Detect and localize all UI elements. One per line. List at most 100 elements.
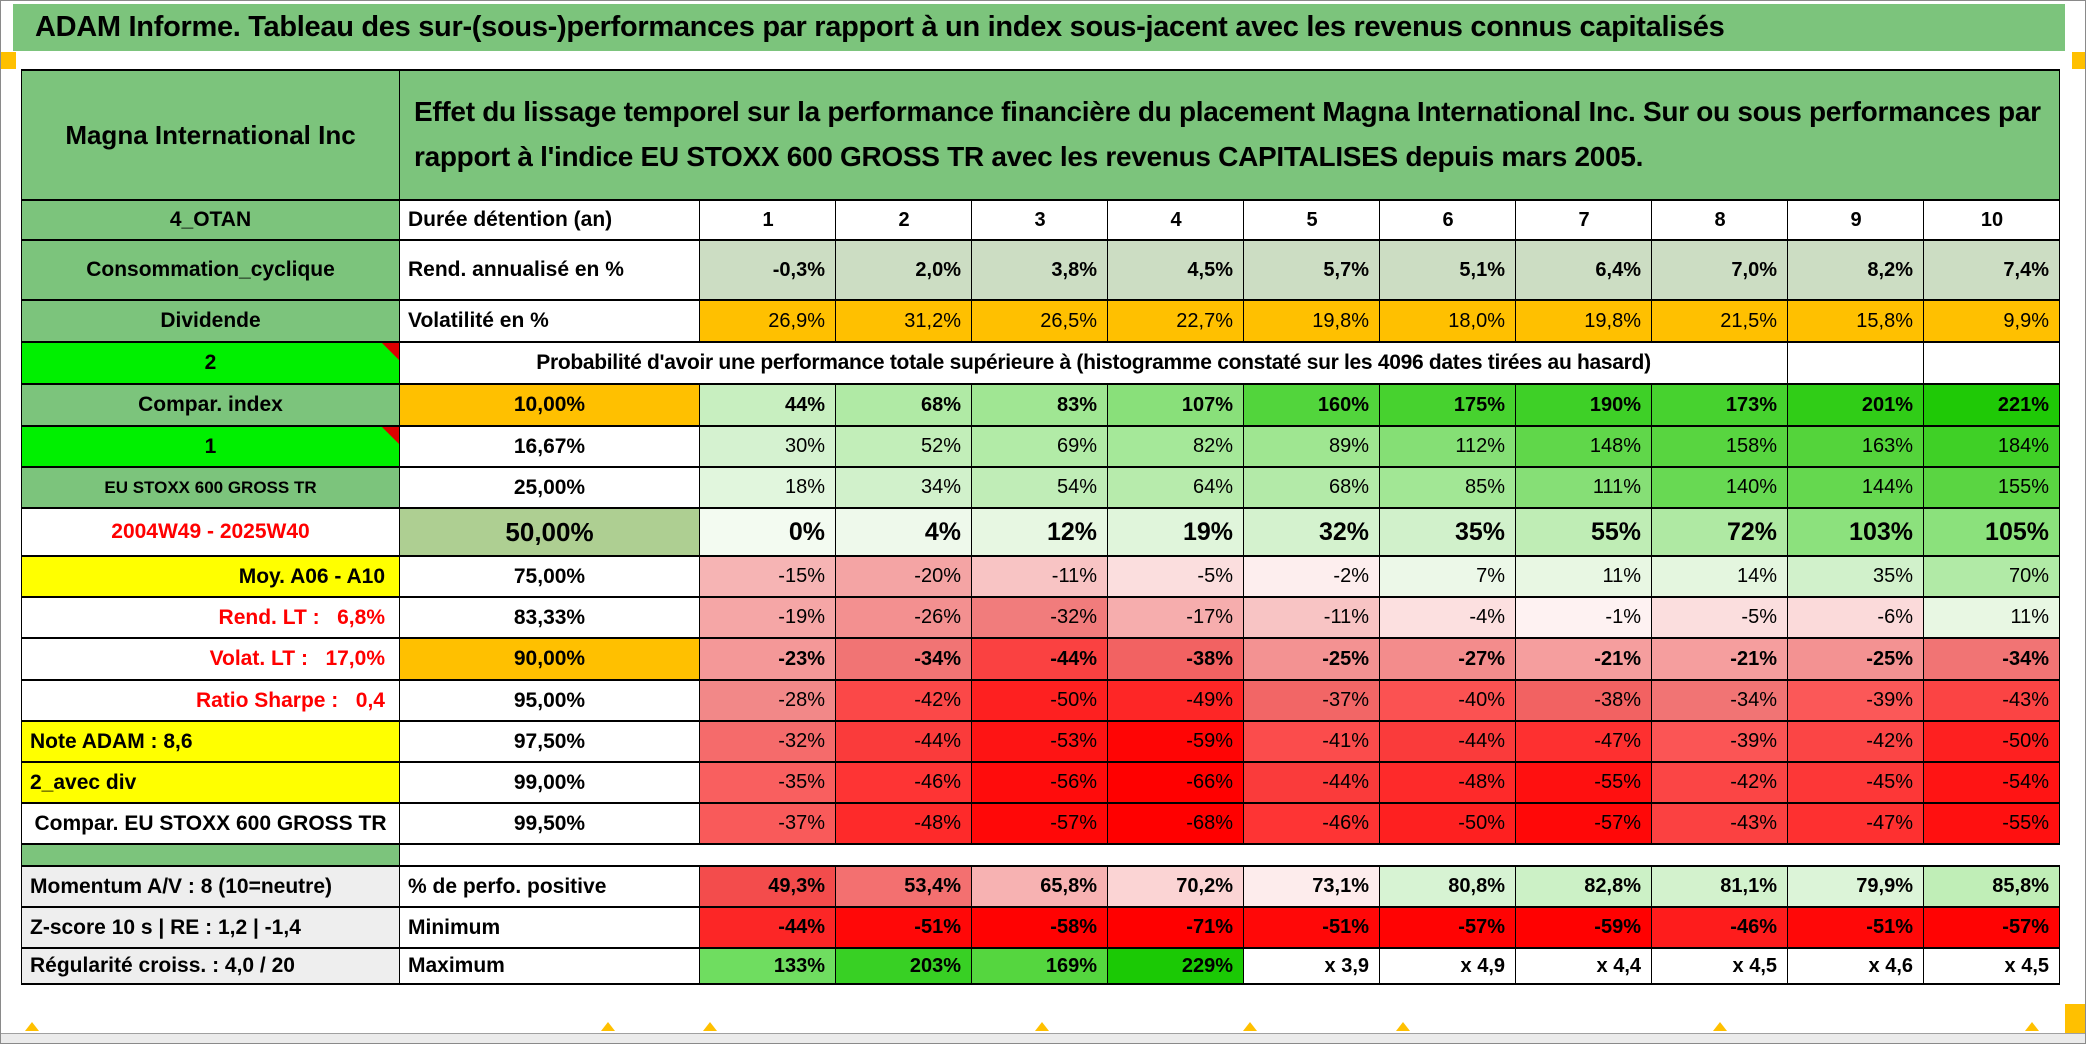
cell-p975-6[interactable]: -44% (1379, 720, 1516, 763)
cell-p975-5[interactable]: -41% (1243, 720, 1380, 763)
cell-p83-7[interactable]: -1% (1515, 596, 1652, 639)
cell-volatility-10[interactable]: 9,9% (1923, 299, 2060, 343)
cell-p75-8[interactable]: 14% (1651, 555, 1788, 598)
cell-volatility-3[interactable]: 26,5% (971, 299, 1108, 343)
cell-p95-8[interactable]: -34% (1651, 679, 1788, 722)
cell-annualized-return-7[interactable]: 6,4% (1515, 239, 1652, 301)
p16-header[interactable]: 16,67% (399, 425, 700, 468)
cell-p95-3[interactable]: -50% (971, 679, 1108, 722)
cell-annualized-return-6[interactable]: 5,1% (1379, 239, 1516, 301)
cell-p95-10[interactable]: -43% (1923, 679, 2060, 722)
cell-duration-5[interactable]: 5 (1243, 199, 1380, 241)
p83-header[interactable]: 83,33% (399, 596, 700, 639)
cell-p16-7[interactable]: 148% (1515, 425, 1652, 468)
cell-p50-5[interactable]: 32% (1243, 507, 1380, 557)
cell-p75-2[interactable]: -20% (835, 555, 972, 598)
cell-p16-5[interactable]: 89% (1243, 425, 1380, 468)
cell-p995-2[interactable]: -48% (835, 802, 972, 845)
cell-p995-4[interactable]: -68% (1107, 802, 1244, 845)
cell-duration-10[interactable]: 10 (1923, 199, 2060, 241)
maximum-label[interactable]: Régularité croiss. : 4,0 / 20 (21, 947, 400, 985)
cell-p25-5[interactable]: 68% (1243, 466, 1380, 509)
cell-positive-perf-4[interactable]: 70,2% (1107, 865, 1244, 908)
cell-p83-5[interactable]: -11% (1243, 596, 1380, 639)
cell-p90-4[interactable]: -38% (1107, 637, 1244, 681)
cell-minimum-2[interactable]: -51% (835, 906, 972, 949)
cell-p75-10[interactable]: 70% (1923, 555, 2060, 598)
cell-volatility-6[interactable]: 18,0% (1379, 299, 1516, 343)
cell-p99-6[interactable]: -48% (1379, 761, 1516, 804)
p995-header[interactable]: 99,50% (399, 802, 700, 845)
cell-p75-5[interactable]: -2% (1243, 555, 1380, 598)
cell-p95-4[interactable]: -49% (1107, 679, 1244, 722)
p95-label[interactable]: Ratio Sharpe : 0,4 (21, 679, 400, 722)
positive-perf-label[interactable]: Momentum A/V : 8 (10=neutre) (21, 865, 400, 908)
cell-p975-9[interactable]: -42% (1787, 720, 1924, 763)
cell-maximum-8[interactable]: x 4,5 (1651, 947, 1788, 985)
empty-cell[interactable] (1923, 341, 2060, 385)
cell-p50-9[interactable]: 103% (1787, 507, 1924, 557)
cell-p16-1[interactable]: 30% (699, 425, 836, 468)
cell-p16-8[interactable]: 158% (1651, 425, 1788, 468)
cell-p83-3[interactable]: -32% (971, 596, 1108, 639)
cell-volatility-9[interactable]: 15,8% (1787, 299, 1924, 343)
cell-p975-2[interactable]: -44% (835, 720, 972, 763)
cell-maximum-6[interactable]: x 4,9 (1379, 947, 1516, 985)
cell-p83-8[interactable]: -5% (1651, 596, 1788, 639)
cell-minimum-9[interactable]: -51% (1787, 906, 1924, 949)
p50-header[interactable]: 50,00% (399, 507, 700, 557)
cell-p995-10[interactable]: -55% (1923, 802, 2060, 845)
cell-duration-9[interactable]: 9 (1787, 199, 1924, 241)
cell-p99-1[interactable]: -35% (699, 761, 836, 804)
cell-maximum-4[interactable]: 229% (1107, 947, 1244, 985)
cell-p99-2[interactable]: -46% (835, 761, 972, 804)
cell-minimum-6[interactable]: -57% (1379, 906, 1516, 949)
cell-p50-8[interactable]: 72% (1651, 507, 1788, 557)
cell-positive-perf-10[interactable]: 85,8% (1923, 865, 2060, 908)
cell-p16-10[interactable]: 184% (1923, 425, 2060, 468)
cell-p83-4[interactable]: -17% (1107, 596, 1244, 639)
cell-duration-8[interactable]: 8 (1651, 199, 1788, 241)
cell-positive-perf-2[interactable]: 53,4% (835, 865, 972, 908)
probability-note-label[interactable]: 2 (21, 341, 400, 385)
cell-p90-10[interactable]: -34% (1923, 637, 2060, 681)
cell-p975-10[interactable]: -50% (1923, 720, 2060, 763)
cell-p10-8[interactable]: 173% (1651, 383, 1788, 427)
cell-p95-5[interactable]: -37% (1243, 679, 1380, 722)
cell-positive-perf-3[interactable]: 65,8% (971, 865, 1108, 908)
cell-duration-3[interactable]: 3 (971, 199, 1108, 241)
cell-p83-2[interactable]: -26% (835, 596, 972, 639)
cell-p975-4[interactable]: -59% (1107, 720, 1244, 763)
p25-header[interactable]: 25,00% (399, 466, 700, 509)
cell-annualized-return-5[interactable]: 5,7% (1243, 239, 1380, 301)
cell-p25-9[interactable]: 144% (1787, 466, 1924, 509)
cell-p10-9[interactable]: 201% (1787, 383, 1924, 427)
annualized-return-label[interactable]: Consommation_cyclique (21, 239, 400, 301)
cell-annualized-return-9[interactable]: 8,2% (1787, 239, 1924, 301)
cell-annualized-return-10[interactable]: 7,4% (1923, 239, 2060, 301)
cell-duration-2[interactable]: 2 (835, 199, 972, 241)
cell-p995-3[interactable]: -57% (971, 802, 1108, 845)
cell-minimum-4[interactable]: -71% (1107, 906, 1244, 949)
cell-p90-6[interactable]: -27% (1379, 637, 1516, 681)
p75-label[interactable]: Moy. A06 - A10 (21, 555, 400, 598)
instrument-name-cell[interactable]: Magna International Inc (21, 69, 400, 201)
cell-volatility-8[interactable]: 21,5% (1651, 299, 1788, 343)
p90-label[interactable]: Volat. LT : 17,0% (21, 637, 400, 681)
cell-p25-6[interactable]: 85% (1379, 466, 1516, 509)
cell-p75-6[interactable]: 7% (1379, 555, 1516, 598)
cell-p10-5[interactable]: 160% (1243, 383, 1380, 427)
cell-p995-9[interactable]: -47% (1787, 802, 1924, 845)
cell-p90-9[interactable]: -25% (1787, 637, 1924, 681)
duration-label[interactable]: 4_OTAN (21, 199, 400, 241)
empty-cell[interactable] (1787, 341, 1924, 385)
cell-minimum-1[interactable]: -44% (699, 906, 836, 949)
cell-p995-8[interactable]: -43% (1651, 802, 1788, 845)
cell-p975-3[interactable]: -53% (971, 720, 1108, 763)
cell-p16-4[interactable]: 82% (1107, 425, 1244, 468)
cell-maximum-3[interactable]: 169% (971, 947, 1108, 985)
cell-p95-2[interactable]: -42% (835, 679, 972, 722)
cell-p99-10[interactable]: -54% (1923, 761, 2060, 804)
cell-p50-3[interactable]: 12% (971, 507, 1108, 557)
cell-p99-7[interactable]: -55% (1515, 761, 1652, 804)
